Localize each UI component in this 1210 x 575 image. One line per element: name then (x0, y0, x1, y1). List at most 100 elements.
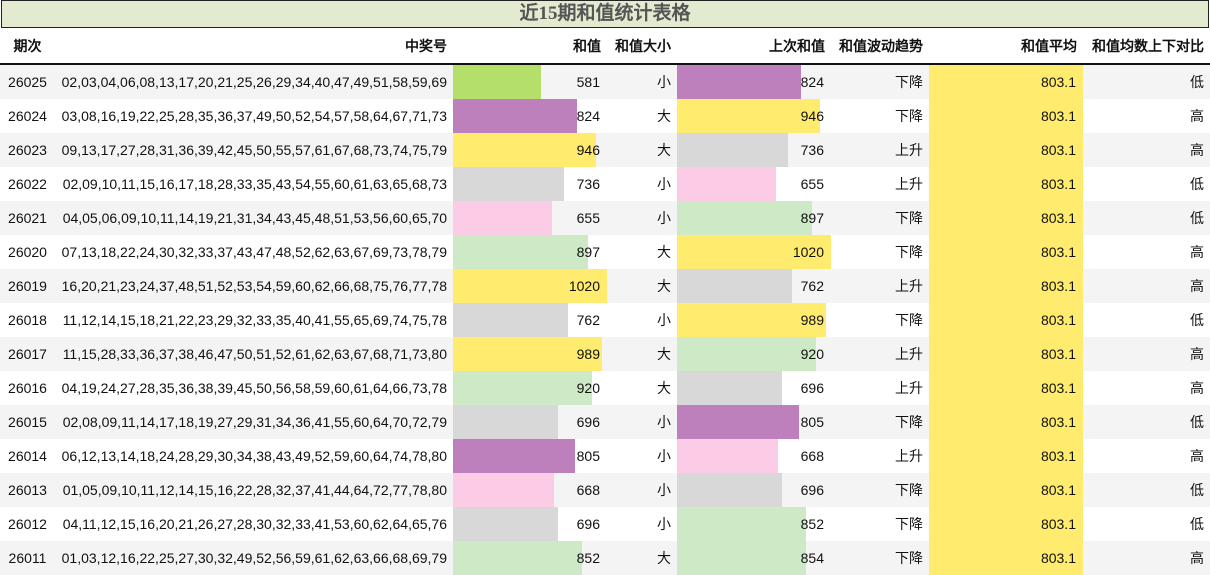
prev-sum-cell-databar (677, 167, 776, 201)
size-cell: 小 (657, 448, 671, 464)
prev-sum-cell-databar (677, 133, 789, 167)
sum-cell-databar (453, 235, 589, 269)
prev-sum-cell: 736 (677, 133, 831, 167)
sum-cell-databar (453, 337, 603, 371)
header-row: 期次 中奖号 和值 和值大小 上次和值 和值波动趋势 和值平均 和值均数上下对比 (0, 28, 1210, 65)
sum-cell-value: 852 (576, 550, 600, 566)
table-row: 26012 04,11,12,15,16,20,21,26,27,28,30,32… (0, 507, 1210, 541)
table-row: 26020 07,13,18,22,24,30,32,33,37,43,47,48… (0, 235, 1210, 269)
sum-cell: 897 (453, 235, 607, 269)
trend-cell: 下降 (895, 244, 923, 260)
table-row: 26013 01,05,09,10,11,12,14,15,16,22,28,32… (0, 473, 1210, 507)
average-cell-value: 803.1 (1040, 176, 1076, 192)
size-cell: 大 (657, 380, 671, 396)
trend-cell: 下降 (895, 312, 923, 328)
size-cell: 小 (657, 176, 671, 192)
table-row: 26022 02,09,10,11,15,16,17,18,28,33,35,43… (0, 167, 1210, 201)
average-cell: 803.1 (929, 99, 1083, 133)
sum-cell-databar (453, 303, 569, 337)
header-average: 和值平均 (929, 28, 1083, 65)
header-numbers: 中奖号 (55, 28, 453, 65)
prev-sum-cell: 655 (677, 167, 831, 201)
trend-cell: 下降 (831, 201, 929, 235)
sum-cell-value: 897 (576, 244, 600, 260)
prev-sum-cell-databar (677, 303, 827, 337)
numbers-cell: 02,08,09,11,14,17,18,19,27,29,31,34,36,4… (55, 405, 453, 439)
average-cell-databar (929, 405, 1083, 439)
size-cell: 大 (607, 133, 677, 167)
comparison-cell: 高 (1190, 448, 1204, 464)
size-cell: 大 (657, 244, 671, 260)
trend-cell: 上升 (831, 269, 929, 303)
numbers-cell: 01,03,12,16,22,25,27,30,32,49,52,56,59,6… (55, 541, 453, 575)
table-row: 26021 04,05,06,09,10,11,14,19,21,31,34,43… (0, 201, 1210, 235)
prev-sum-cell-value: 854 (800, 550, 824, 566)
sum-cell-databar (453, 541, 582, 575)
issue-cell: 26017 (0, 337, 55, 371)
prev-sum-cell-value: 805 (800, 414, 824, 430)
average-cell: 803.1 (929, 337, 1083, 371)
size-cell: 大 (607, 269, 677, 303)
issue-cell: 26011 (0, 541, 55, 575)
average-cell: 803.1 (929, 473, 1083, 507)
sum-statistics-table: 期次 中奖号 和值 和值大小 上次和值 和值波动趋势 和值平均 和值均数上下对比 26025 0… (0, 28, 1210, 575)
size-cell: 小 (607, 201, 677, 235)
average-cell-databar (929, 507, 1083, 541)
sum-cell: 805 (453, 439, 607, 473)
prev-sum-cell: 854 (677, 541, 831, 575)
issue-cell: 26020 (8, 244, 47, 260)
prev-sum-cell-databar (677, 337, 816, 371)
numbers-cell: 07,13,18,22,24,30,32,33,37,43,47,48,52,6… (61, 244, 447, 260)
numbers-cell: 02,03,04,06,08,13,17,20,21,25,26,29,34,4… (55, 64, 453, 99)
table-title: 近15期和值统计表格 (1, 0, 1209, 28)
numbers-cell: 11,15,28,33,36,37,38,46,47,50,51,52,61,6… (55, 337, 453, 371)
comparison-cell: 低 (1083, 405, 1210, 439)
table-row: 26015 02,08,09,11,14,17,18,19,27,29,31,34… (0, 405, 1210, 439)
average-cell-value: 803.1 (1040, 210, 1076, 226)
sum-cell-value: 696 (576, 414, 600, 430)
trend-cell: 上升 (831, 133, 929, 167)
issue-cell: 26013 (0, 473, 55, 507)
prev-sum-cell-databar (677, 405, 799, 439)
comparison-cell: 高 (1083, 541, 1210, 575)
prev-sum-cell: 668 (677, 439, 831, 473)
issue-cell: 26014 (8, 448, 47, 464)
numbers-cell: 16,20,21,23,24,37,48,51,52,53,54,59,60,6… (55, 269, 453, 303)
sum-cell: 655 (453, 201, 607, 235)
sum-cell: 852 (453, 541, 607, 575)
average-cell: 803.1 (929, 64, 1083, 99)
sum-cell-value: 696 (576, 516, 600, 532)
issue-cell: 26016 (8, 380, 47, 396)
prev-sum-cell-databar (677, 235, 831, 269)
prev-sum-cell-value: 696 (800, 380, 824, 396)
trend-cell: 下降 (831, 64, 929, 99)
average-cell: 803.1 (929, 541, 1083, 575)
table-row: 26024 03,08,16,19,22,25,28,35,36,37,49,50… (0, 99, 1210, 133)
average-cell-value: 803.1 (1040, 516, 1076, 532)
prev-sum-cell-value: 655 (800, 176, 824, 192)
average-cell-databar (929, 473, 1083, 507)
table-row: 26018 11,12,14,15,18,21,22,23,29,32,33,35… (0, 303, 1210, 337)
header-issue: 期次 (0, 28, 55, 65)
numbers-cell: 01,05,09,10,11,12,14,15,16,22,28,32,37,4… (55, 473, 453, 507)
average-cell: 803.1 (929, 235, 1083, 269)
average-cell-databar (929, 541, 1083, 575)
sum-cell-databar (453, 439, 575, 473)
header-prev-sum: 上次和值 (677, 28, 831, 65)
sum-cell: 762 (453, 303, 607, 337)
size-cell: 小 (607, 64, 677, 99)
header-size: 和值大小 (607, 28, 677, 65)
comparison-cell: 高 (1190, 244, 1204, 260)
issue-cell: 26012 (8, 516, 47, 532)
average-cell-value: 803.1 (1040, 244, 1076, 260)
sum-cell-databar (453, 371, 592, 405)
table-row: 26023 09,13,17,27,28,31,36,39,42,45,50,55… (0, 133, 1210, 167)
comparison-cell: 高 (1190, 380, 1204, 396)
prev-sum-cell-databar (677, 507, 806, 541)
prev-sum-cell-databar (677, 473, 783, 507)
prev-sum-cell-value: 1020 (792, 244, 824, 260)
average-cell-value: 803.1 (1040, 482, 1076, 498)
sum-cell: 696 (453, 405, 607, 439)
prev-sum-cell: 920 (677, 337, 831, 371)
sum-cell-databar (453, 99, 578, 133)
